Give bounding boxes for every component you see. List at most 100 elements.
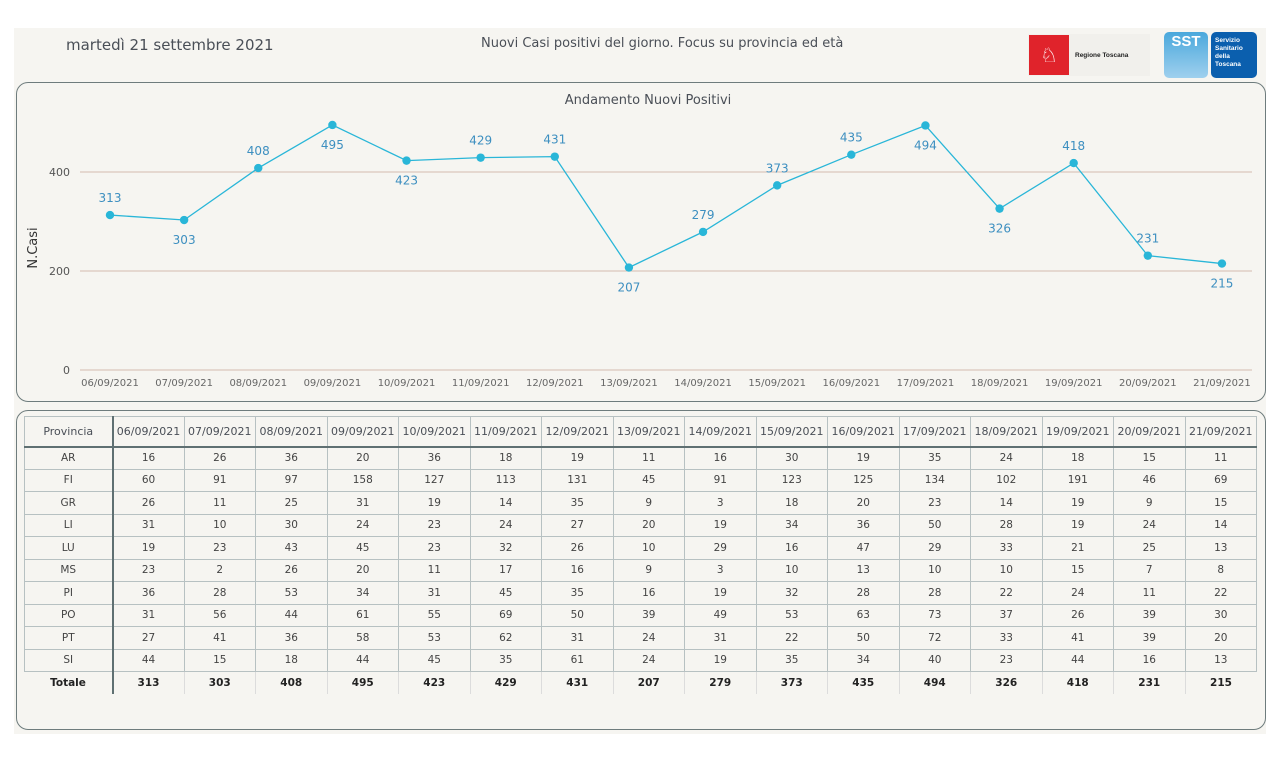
value-cell: 26 — [183, 446, 256, 470]
value-cell: 231 — [1113, 671, 1185, 694]
data-point[interactable] — [698, 227, 708, 237]
province-cell: LU — [24, 536, 114, 560]
data-label: 231 — [1136, 232, 1159, 246]
data-label: 418 — [1062, 139, 1085, 153]
data-label: 207 — [617, 281, 640, 295]
data-label: 431 — [543, 133, 566, 147]
value-cell: 28 — [970, 513, 1043, 537]
chart-title: Andamento Nuovi Positivi — [565, 93, 732, 108]
data-label: 494 — [914, 138, 937, 152]
x-tick-label: 12/09/2021 — [526, 378, 584, 389]
value-cell: 16 — [112, 446, 185, 470]
sst-line: Sanitario — [1215, 45, 1243, 52]
x-tick-label: 21/09/2021 — [1193, 378, 1251, 389]
x-tick-label: 06/09/2021 — [81, 378, 139, 389]
y-tick-label: 0 — [63, 364, 70, 377]
header-date: 13/09/2021 — [612, 416, 685, 448]
value-cell: 24 — [1041, 581, 1114, 605]
value-cell: 53 — [398, 626, 471, 650]
data-point[interactable] — [921, 121, 930, 130]
value-cell: 50 — [898, 513, 971, 537]
table-row: LI 31 10 30 24 23 24 27 20 19 34 36 50 28 19 24 14 — [24, 513, 1257, 537]
data-point[interactable] — [179, 215, 189, 225]
value-cell: 20 — [827, 491, 900, 515]
table-row: GR 26 11 25 31 19 14 35 9 3 18 20 23 14 19 9 15 — [24, 491, 1257, 515]
data-point[interactable] — [328, 120, 337, 130]
data-point[interactable] — [105, 210, 115, 220]
data-point[interactable] — [550, 152, 559, 161]
value-cell: 97 — [255, 468, 328, 492]
value-cell: 36 — [255, 446, 328, 470]
data-point[interactable] — [995, 204, 1004, 213]
value-cell: 10 — [183, 513, 256, 537]
data-point[interactable] — [772, 181, 782, 190]
value-cell: 19 — [541, 446, 614, 470]
value-cell: 15 — [1113, 446, 1186, 470]
value-cell: 25 — [255, 491, 328, 515]
value-cell: 19 — [398, 491, 471, 515]
value-cell: 215 — [1184, 671, 1257, 694]
value-cell: 58 — [326, 626, 399, 650]
header-date: 18/09/2021 — [970, 416, 1043, 448]
header-provincia: Provincia — [24, 416, 114, 448]
value-cell: 69 — [469, 603, 542, 627]
value-cell: 36 — [255, 626, 328, 650]
report-date: martedì 21 settembre 2021 — [66, 36, 274, 54]
value-cell: 55 — [398, 603, 471, 627]
value-cell: 24 — [970, 446, 1043, 470]
data-point[interactable] — [1069, 158, 1078, 168]
line-chart: Andamento Nuovi Positivi N.Casi 0200400 … — [26, 93, 1252, 389]
value-cell: 28 — [827, 581, 900, 605]
value-cell: 72 — [898, 626, 971, 650]
value-cell: 32 — [755, 581, 828, 605]
value-cell: 14 — [469, 491, 542, 515]
value-cell: 102 — [970, 468, 1043, 492]
value-cell: 10 — [970, 558, 1043, 582]
value-cell: 23 — [398, 513, 471, 537]
data-point[interactable] — [847, 150, 856, 159]
data-point[interactable] — [624, 263, 634, 272]
value-cell: 3 — [684, 491, 757, 515]
data-label: 279 — [692, 208, 715, 222]
value-cell: 22 — [970, 581, 1043, 605]
value-cell: 50 — [827, 626, 900, 650]
value-cell: 15 — [1041, 558, 1114, 582]
value-cell: 418 — [1041, 671, 1114, 694]
value-cell: 31 — [541, 626, 614, 650]
data-point[interactable] — [476, 153, 485, 162]
value-cell: 24 — [612, 648, 685, 672]
table-row: AR 16 26 36 20 36 18 19 11 16 30 19 35 24 18 15 11 — [24, 446, 1257, 470]
data-label: 435 — [840, 131, 863, 145]
data-point[interactable] — [1217, 259, 1227, 268]
table-row: SI 44 15 18 44 45 35 61 24 19 35 34 40 23 44 16 13 — [24, 648, 1257, 672]
pegasus-icon: ♘ — [1029, 35, 1069, 75]
data-point[interactable] — [254, 163, 263, 173]
value-cell: 14 — [970, 491, 1043, 515]
value-cell: 35 — [541, 581, 614, 605]
value-cell: 19 — [684, 648, 757, 672]
value-cell: 45 — [612, 468, 685, 492]
value-cell: 43 — [255, 536, 328, 560]
header-date: 17/09/2021 — [898, 416, 971, 448]
value-cell: 33 — [970, 626, 1043, 650]
value-cell: 26 — [541, 536, 614, 560]
value-cell: 53 — [255, 581, 328, 605]
value-cell: 29 — [898, 536, 971, 560]
table-header-row: Provincia 06/09/2021 07/09/2021 08/09/2021… — [24, 416, 1257, 448]
table-row: PO 31 56 44 61 55 69 50 39 49 53 63 73 37 26 39 30 — [24, 603, 1257, 627]
value-cell: 16 — [1113, 648, 1186, 672]
value-cell: 46 — [1113, 468, 1186, 492]
data-point[interactable] — [1143, 251, 1153, 260]
value-cell: 18 — [469, 446, 542, 470]
regione-toscana-label: Regione Toscana — [1075, 51, 1129, 59]
header-date: 21/09/2021 — [1184, 416, 1257, 448]
value-cell: 35 — [755, 648, 828, 672]
data-point[interactable] — [402, 156, 411, 165]
value-cell: 69 — [1184, 468, 1257, 492]
x-tick-label: 07/09/2021 — [155, 378, 213, 389]
data-label: 423 — [395, 174, 418, 188]
x-tick-label: 15/09/2021 — [748, 378, 806, 389]
value-cell: 28 — [183, 581, 256, 605]
value-cell: 24 — [1113, 513, 1186, 537]
x-axis-ticks: 06/09/2021 07/09/2021 08/09/2021 09/09/2021… — [81, 378, 1251, 389]
